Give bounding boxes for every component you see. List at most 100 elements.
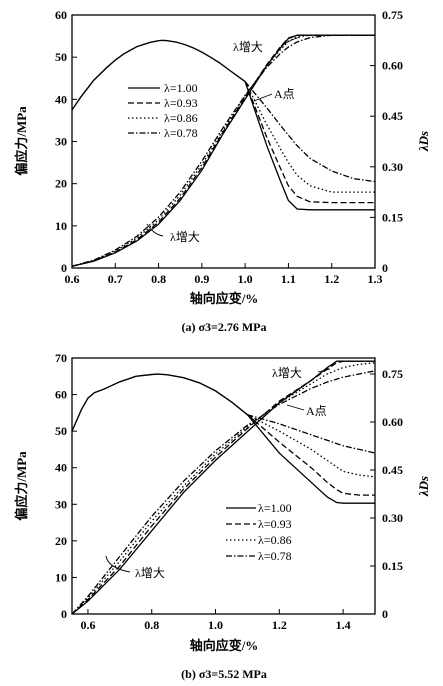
panel-b: 0.6 0.8 1.0 1.2 1.4 0 10 20 30 40 50 60 70 0 0.15 0.30 0… (14, 351, 431, 681)
caption-a: (a) σ3=2.76 MPa (181, 320, 266, 334)
annotations-a: λ增大 A点 λ增大 (146, 36, 301, 244)
x-tick-label: 1.0 (208, 618, 223, 632)
annotation-leader (286, 404, 305, 411)
y-tick-label: 0 (61, 607, 67, 621)
y2-tick-label: 0.15 (382, 559, 403, 573)
panel-a: 0.6 0.7 0.8 0.9 1.0 1.1 1.2 1.3010203040506000.… (14, 8, 431, 334)
annotation-lambda-increase-bottom: λ增大 (170, 230, 200, 244)
y2-tick-label: 0.60 (382, 59, 403, 73)
legend-a: λ=1.00 λ=0.93 λ=0.86 λ=0.78 (128, 81, 198, 140)
stress-curve-2 (247, 414, 376, 478)
y-tick-label: 0 (61, 261, 67, 275)
y-tick-label: 70 (55, 351, 67, 365)
y-tick-label: 60 (55, 388, 67, 402)
stress-curve-3 (244, 81, 376, 183)
legend-label: λ=1.00 (164, 81, 198, 95)
legend-b: λ=1.00 λ=0.93 λ=0.86 λ=0.78 (226, 501, 292, 563)
plot-frame (71, 357, 376, 615)
y2-tick-label: 0.15 (382, 210, 403, 224)
y-tick-label: 10 (55, 219, 67, 233)
y-tick-label: 10 (55, 570, 67, 584)
annotation-point-a: A点 (306, 404, 327, 418)
caption-b: (b) σ3=5.52 MPa (181, 667, 267, 681)
x-axis-label: 轴向应变/% (190, 291, 259, 306)
y-axis-label: 偏应力/MPa (14, 451, 29, 521)
x-tick-label: 1.1 (281, 272, 296, 286)
stress-curve-2 (244, 81, 375, 193)
annotations-b: λ增大 A点 λ增大 (105, 366, 331, 580)
y2-tick-label: 0.75 (382, 8, 403, 22)
y-tick-label: 40 (55, 461, 67, 475)
damage-curve-2 (71, 362, 376, 615)
annotation-arrow (280, 36, 301, 47)
y2-tick-label: 0.45 (382, 109, 403, 123)
stress-curve-1 (246, 414, 375, 496)
annotation-arc (105, 555, 131, 573)
tick-marks (71, 14, 376, 269)
legend-label: λ=0.86 (258, 533, 292, 547)
damage-curve-1 (71, 34, 375, 267)
x-tick-label: 0.6 (80, 618, 95, 632)
y2-axis-label: λDs (416, 131, 431, 152)
x-tick-label: 0.6 (65, 272, 80, 286)
legend-label: λ=1.00 (258, 501, 292, 515)
damage-curve-0 (71, 360, 375, 615)
y2-tick-label: 0.60 (382, 415, 403, 429)
x-tick-label: 0.8 (151, 272, 166, 286)
tick-labels: 0.6 0.7 0.8 0.9 1.0 1.1 1.2 1.3010203040506000.… (55, 8, 403, 286)
y-tick-label: 50 (55, 50, 67, 64)
y2-tick-label: 0 (382, 607, 388, 621)
y-axis-label: 偏应力/MPa (14, 106, 29, 176)
annotation-leader (253, 93, 273, 102)
y-tick-label: 30 (55, 135, 67, 149)
x-tick-label: 1.0 (238, 272, 253, 286)
x-tick-label: 1.4 (336, 618, 351, 632)
stress-curve-1 (244, 81, 375, 204)
x-axis-label: 轴向应变/% (190, 638, 259, 653)
stress-curve-0 (246, 414, 375, 504)
annotation-arrow (317, 368, 331, 373)
x-tick-label: 1.3 (368, 272, 383, 286)
annotation-lambda-increase-top: λ增大 (233, 40, 263, 54)
stress-curve-3 (247, 414, 376, 454)
annotation-lambda-increase-top: λ增大 (272, 366, 302, 380)
y-tick-label: 30 (55, 497, 67, 511)
annotation-point-a: A点 (274, 87, 295, 101)
x-tick-label: 1.2 (324, 272, 339, 286)
annotation-lambda-increase-bottom: λ增大 (135, 566, 165, 580)
stress-curve-shared (71, 39, 246, 111)
legend-label: λ=0.78 (258, 549, 292, 563)
y2-tick-label: 0.30 (382, 511, 403, 525)
x-tick-label: 0.9 (194, 272, 209, 286)
y2-tick-label: 0 (382, 261, 388, 275)
y-tick-label: 20 (55, 177, 67, 191)
annotation-arc (146, 223, 164, 237)
tick-labels: 0.6 0.8 1.0 1.2 1.4 0 10 20 30 40 50 60 70 0 0.15 0.30 0… (55, 351, 403, 632)
damage-curve-0 (71, 34, 375, 267)
y-tick-label: 40 (55, 92, 67, 106)
stress-curve-shared (71, 373, 255, 432)
tick-marks (72, 357, 375, 615)
plot-frame (71, 14, 376, 269)
stress-curve-0 (244, 81, 375, 211)
legend-label: λ=0.93 (164, 96, 198, 110)
damage-curve-2 (71, 34, 375, 267)
y2-tick-label: 0.45 (382, 463, 403, 477)
series-group (71, 34, 376, 267)
y-tick-label: 50 (55, 424, 67, 438)
legend-label: λ=0.86 (164, 111, 198, 125)
x-tick-label: 0.7 (108, 272, 123, 286)
damage-curve-3 (71, 34, 375, 267)
y-tick-label: 20 (55, 534, 67, 548)
y-tick-label: 60 (55, 8, 67, 22)
series-group (71, 360, 376, 615)
y2-tick-label: 0.30 (382, 160, 403, 174)
legend-label: λ=0.78 (164, 126, 198, 140)
y2-tick-label: 0.75 (382, 367, 403, 381)
legend-label: λ=0.93 (258, 517, 292, 531)
damage-curve-3 (71, 370, 376, 615)
x-tick-label: 0.8 (144, 618, 159, 632)
damage-curve-1 (71, 360, 375, 615)
y2-axis-label: λDs (416, 476, 431, 497)
